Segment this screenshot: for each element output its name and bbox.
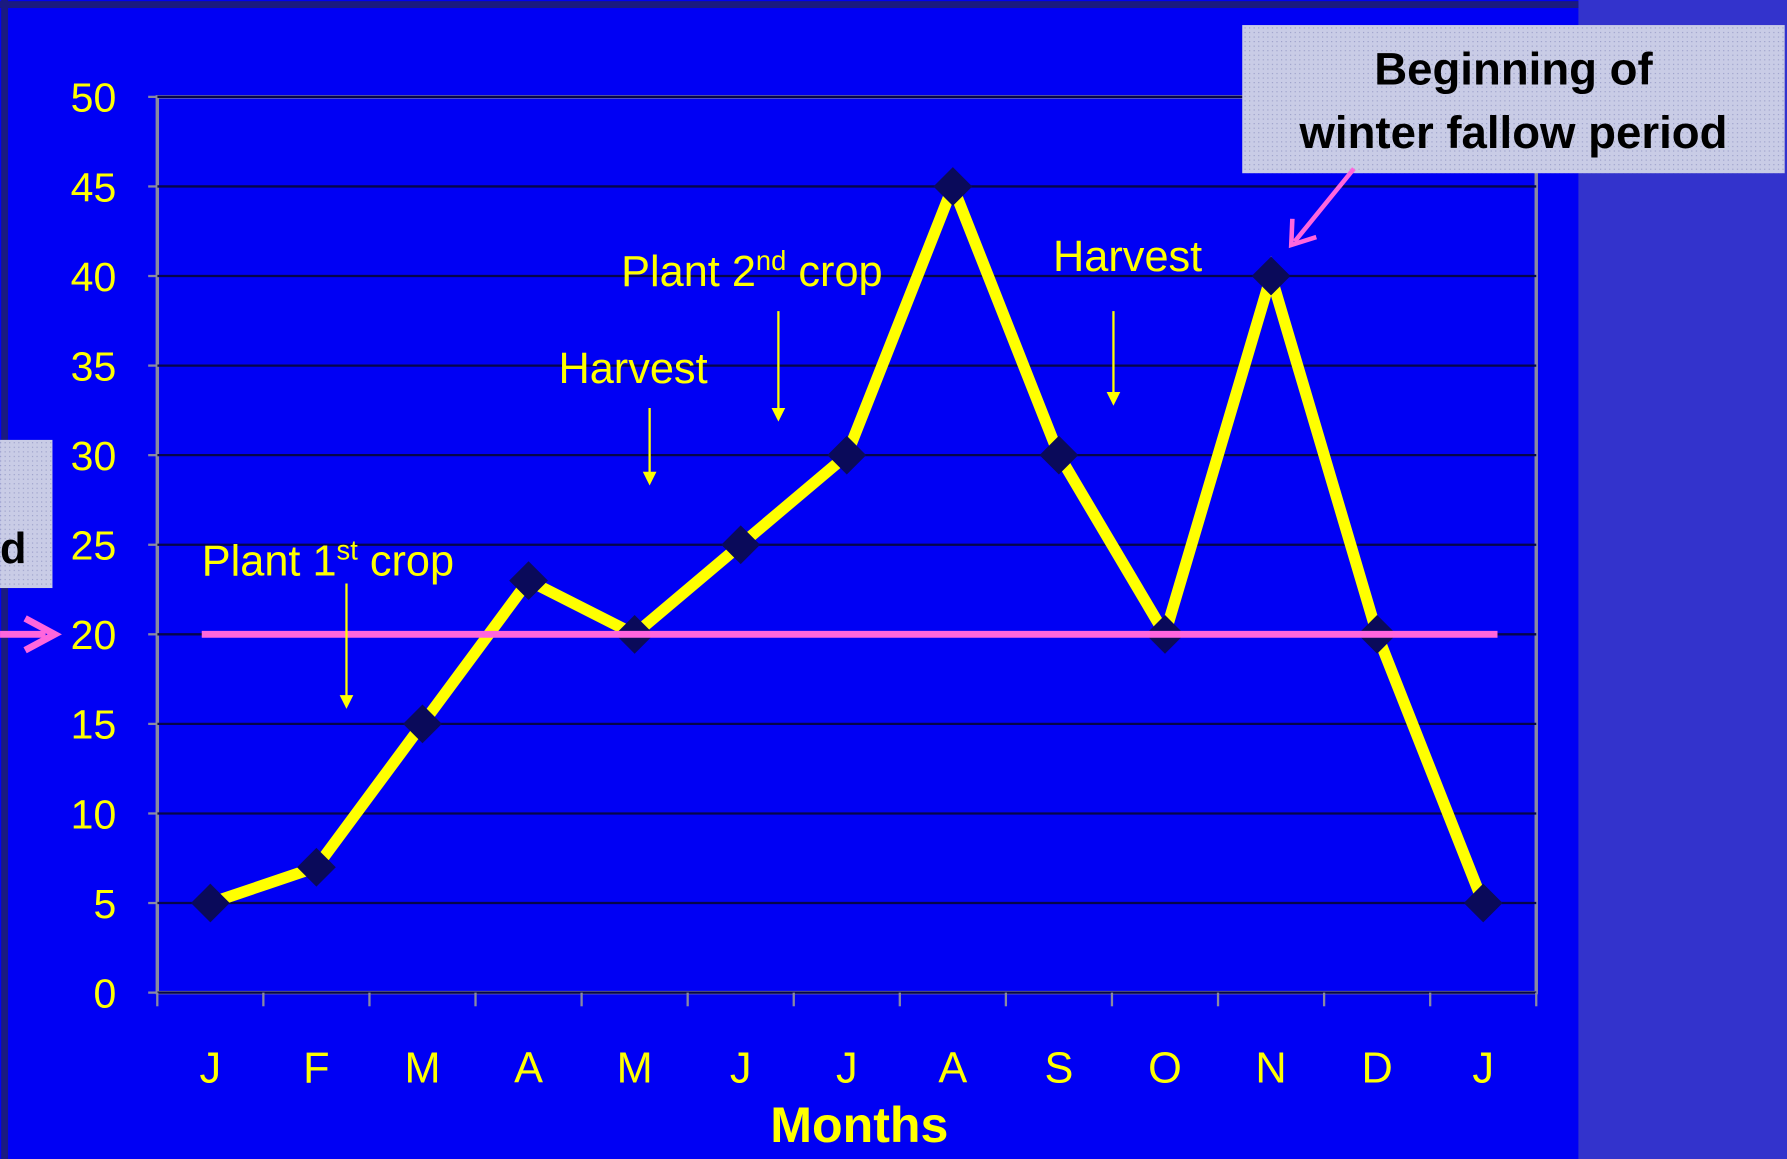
- y-tick-label: 50: [71, 75, 117, 121]
- data-marker: [297, 847, 336, 887]
- data-marker: [933, 167, 973, 206]
- y-tick-label: 30: [71, 433, 117, 479]
- annotation-part: crop: [786, 248, 882, 296]
- x-axis-title: Months: [770, 1097, 948, 1153]
- y-tick-label: 5: [93, 881, 116, 927]
- annotation-text: Harvest: [558, 345, 707, 393]
- annotation-arrowhead: [339, 695, 354, 709]
- annotation-arrowhead: [642, 471, 657, 486]
- annotation-part: nd: [756, 245, 786, 276]
- data-marker: [1039, 435, 1079, 475]
- x-tick-label: M: [404, 1045, 440, 1093]
- data-marker: [403, 704, 442, 744]
- y-tick-label: 20: [71, 612, 117, 658]
- x-tick-label: J: [730, 1045, 752, 1093]
- x-tick-label: S: [1044, 1045, 1073, 1093]
- annotation-text: Plant 1st crop: [202, 535, 454, 586]
- annotation-part: Plant 2: [621, 248, 756, 296]
- annotation-part: Harvest: [558, 345, 707, 393]
- x-tick-label: J: [836, 1045, 858, 1093]
- y-tick-label: 0: [93, 970, 116, 1016]
- annotation-text: Beginning of: [1374, 43, 1653, 94]
- y-tick-label: 15: [71, 702, 117, 748]
- annotation-text: winter fallow period: [1298, 107, 1727, 158]
- annotation-text: Harvest: [1053, 233, 1202, 281]
- annotation-arrowhead: [1288, 218, 1317, 249]
- x-tick-label: J: [1472, 1045, 1494, 1093]
- y-tick-label: 25: [71, 523, 117, 569]
- annotation-arrowhead: [771, 407, 786, 422]
- y-tick-label: 40: [71, 254, 117, 300]
- x-tick-label: O: [1148, 1045, 1182, 1093]
- x-tick-label: F: [303, 1045, 329, 1093]
- annotation-part: crop: [358, 538, 454, 586]
- y-tick-label: 35: [71, 343, 117, 389]
- x-tick-label: M: [617, 1045, 653, 1093]
- annotation-part: Harvest: [1053, 233, 1202, 281]
- threshold-label-box: [0, 439, 53, 589]
- x-tick-label: A: [938, 1045, 967, 1093]
- x-tick-label: D: [1361, 1045, 1392, 1093]
- data-marker: [509, 561, 548, 600]
- data-marker: [190, 883, 230, 923]
- x-tick-label: J: [200, 1045, 222, 1093]
- x-tick-label: A: [514, 1045, 543, 1093]
- threshold-label: d: [0, 525, 26, 573]
- annotation-arrow: [1292, 167, 1356, 244]
- data-marker: [721, 525, 761, 565]
- data-marker: [827, 435, 867, 475]
- annotation-box: [1242, 25, 1785, 174]
- annotation-arrowhead: [1106, 392, 1121, 406]
- threshold-arrowhead: [23, 615, 62, 654]
- annotation-text: Plant 2nd crop: [621, 245, 882, 296]
- annotation-part: st: [337, 535, 359, 566]
- annotation-part: Plant 1: [202, 538, 337, 586]
- y-tick-label: 45: [71, 164, 117, 210]
- x-tick-label: N: [1255, 1045, 1286, 1093]
- y-tick-label: 10: [71, 791, 117, 837]
